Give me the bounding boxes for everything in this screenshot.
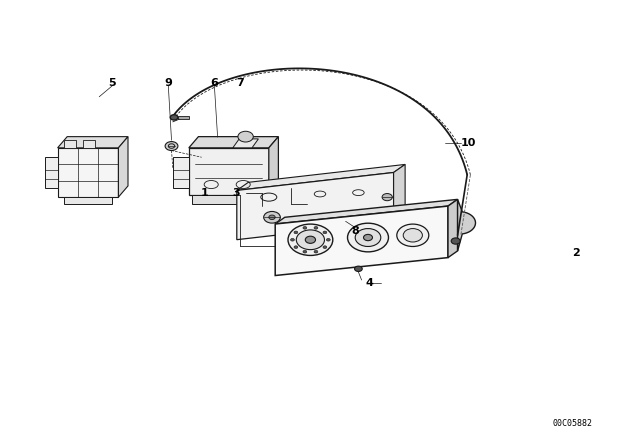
Polygon shape (394, 164, 405, 222)
Text: 4: 4 (366, 278, 374, 288)
Circle shape (314, 250, 318, 253)
Polygon shape (118, 137, 128, 197)
Text: 3: 3 (232, 188, 240, 198)
Text: 5: 5 (108, 78, 116, 88)
Text: 9: 9 (164, 78, 172, 88)
Circle shape (314, 227, 318, 229)
Text: 00C05882: 00C05882 (553, 419, 593, 428)
Circle shape (291, 238, 294, 241)
Text: 2: 2 (572, 248, 580, 258)
Polygon shape (448, 199, 458, 258)
Circle shape (323, 246, 327, 249)
Circle shape (355, 228, 381, 246)
Circle shape (364, 234, 372, 241)
Circle shape (294, 231, 298, 234)
Circle shape (165, 142, 178, 151)
Circle shape (303, 227, 307, 229)
Circle shape (170, 115, 178, 120)
Polygon shape (192, 195, 266, 204)
Circle shape (355, 266, 362, 271)
Polygon shape (45, 157, 58, 188)
Polygon shape (173, 157, 189, 188)
Polygon shape (58, 148, 118, 197)
Polygon shape (275, 199, 458, 224)
Text: 10: 10 (461, 138, 476, 148)
Circle shape (288, 224, 333, 255)
Polygon shape (269, 137, 278, 195)
Bar (83, 140, 95, 148)
Polygon shape (64, 197, 112, 204)
Polygon shape (189, 148, 269, 195)
Polygon shape (237, 164, 405, 190)
Polygon shape (233, 139, 259, 148)
Text: 1: 1 (200, 188, 208, 198)
Circle shape (264, 211, 280, 223)
Polygon shape (275, 206, 448, 276)
Text: 7: 7 (236, 78, 244, 88)
Text: 8: 8 (351, 226, 359, 236)
Circle shape (326, 238, 330, 241)
Circle shape (323, 231, 327, 234)
Polygon shape (458, 199, 476, 251)
Text: 6: 6 (211, 78, 218, 88)
Circle shape (397, 224, 429, 246)
Circle shape (296, 230, 324, 250)
Circle shape (238, 131, 253, 142)
Circle shape (269, 215, 275, 220)
Circle shape (303, 250, 307, 253)
Circle shape (348, 223, 388, 252)
Bar (64, 140, 76, 148)
Circle shape (305, 236, 316, 243)
Circle shape (382, 194, 392, 201)
Circle shape (294, 246, 298, 249)
Circle shape (403, 228, 422, 242)
Bar (178, 116, 189, 119)
Polygon shape (189, 137, 278, 148)
Polygon shape (237, 172, 394, 240)
Circle shape (451, 238, 460, 244)
Polygon shape (58, 137, 128, 148)
